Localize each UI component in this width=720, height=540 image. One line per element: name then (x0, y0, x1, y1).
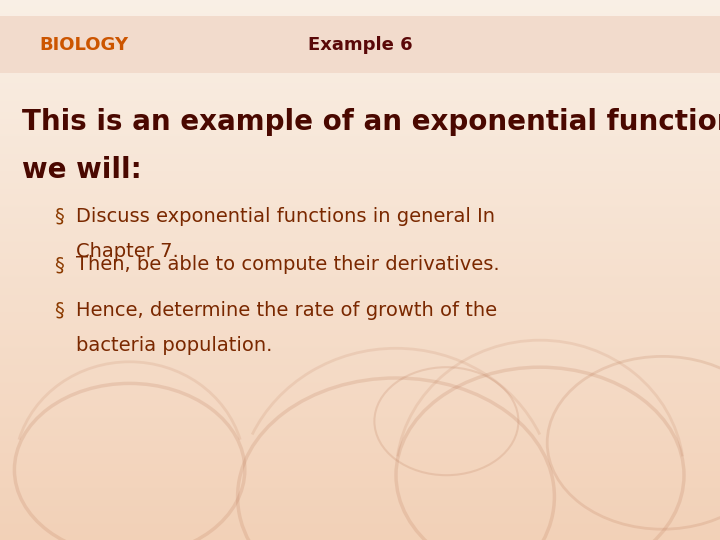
Text: This is an example of an exponential function,: This is an example of an exponential fun… (22, 107, 720, 136)
Text: Example 6: Example 6 (307, 36, 413, 53)
Text: Chapter 7.: Chapter 7. (76, 241, 179, 261)
Text: BIOLOGY: BIOLOGY (40, 36, 129, 53)
Text: bacteria population.: bacteria population. (76, 336, 272, 355)
Text: §: § (54, 206, 64, 226)
Text: §: § (54, 255, 64, 274)
Bar (0, 16, 720, 73)
Text: we will:: we will: (22, 156, 141, 184)
Text: Hence, determine the rate of growth of the: Hence, determine the rate of growth of t… (76, 301, 497, 320)
Text: Discuss exponential functions in general In: Discuss exponential functions in general… (76, 206, 495, 226)
Text: Then, be able to compute their derivatives.: Then, be able to compute their derivativ… (76, 255, 499, 274)
Text: §: § (54, 301, 64, 320)
